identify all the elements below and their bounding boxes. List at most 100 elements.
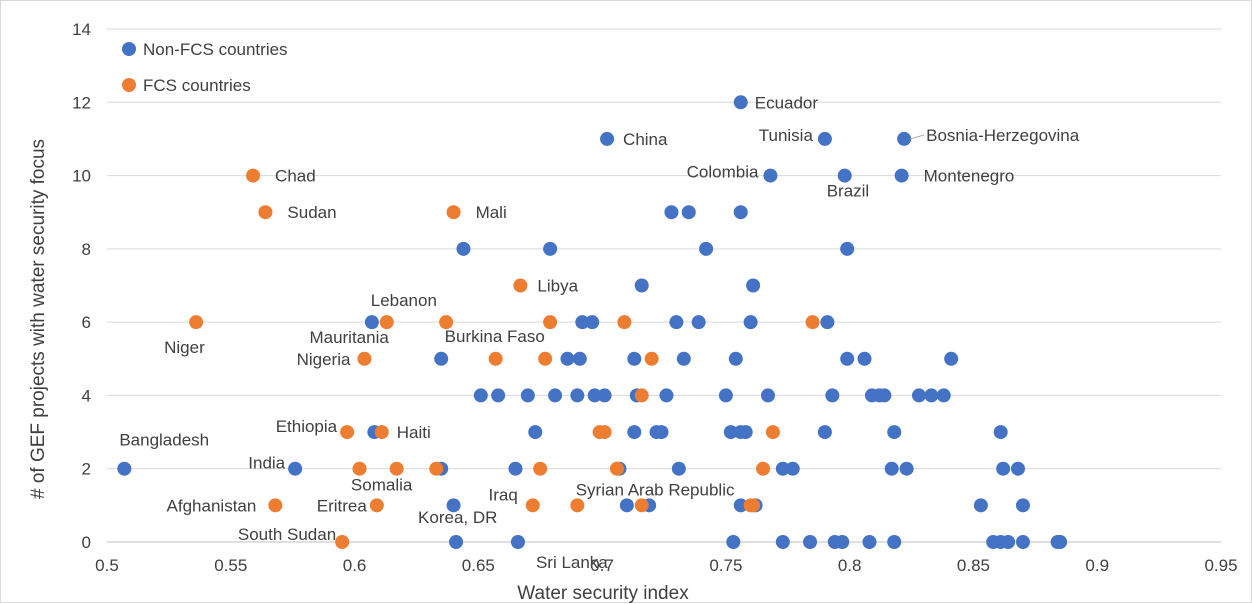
data-point bbox=[699, 241, 714, 256]
data-point bbox=[627, 351, 642, 366]
point-label: Eritrea bbox=[317, 496, 368, 515]
data-point bbox=[246, 168, 261, 183]
legend-label-fcs: FCS countries bbox=[143, 76, 251, 95]
data-point bbox=[364, 315, 379, 330]
x-tick-label: 0.55 bbox=[214, 556, 247, 575]
data-point bbox=[803, 535, 818, 549]
point-labels: Ecuador China Tunisia Bosnia-Herzegovina Cha… bbox=[119, 93, 1079, 572]
data-point bbox=[117, 461, 132, 476]
data-point bbox=[488, 351, 503, 366]
x-axis-title: Water security index bbox=[517, 583, 689, 604]
point-label: Syrian Arab Republic bbox=[576, 480, 735, 499]
data-point bbox=[659, 388, 674, 403]
point-label: Ecuador bbox=[755, 93, 819, 112]
y-axis-title: # of GEF projects with water security fo… bbox=[28, 139, 49, 499]
data-point bbox=[681, 205, 696, 220]
x-tick-label: 0.9 bbox=[1085, 556, 1109, 575]
data-point bbox=[785, 461, 800, 476]
point-label: Brazil bbox=[827, 182, 870, 201]
point-label: Tunisia bbox=[759, 126, 814, 145]
data-point bbox=[585, 315, 600, 330]
data-point bbox=[1053, 535, 1068, 549]
data-point bbox=[897, 131, 912, 146]
point-label: Mauritania bbox=[309, 328, 389, 347]
legend-marker-non-fcs bbox=[122, 42, 136, 56]
point-label: Sri Lanka bbox=[536, 553, 608, 572]
data-point bbox=[429, 461, 444, 476]
x-tick-label: 0.95 bbox=[1204, 556, 1237, 575]
data-point bbox=[763, 168, 778, 183]
y-tick-label: 14 bbox=[72, 20, 91, 39]
data-point bbox=[669, 315, 684, 330]
data-point bbox=[1015, 498, 1030, 513]
data-point bbox=[765, 425, 780, 440]
data-point bbox=[746, 498, 761, 513]
data-point bbox=[587, 388, 602, 403]
data-point bbox=[944, 351, 959, 366]
legend-label-non-fcs: Non-FCS countries bbox=[143, 40, 288, 59]
point-label: Libya bbox=[537, 277, 578, 296]
data-point bbox=[973, 498, 988, 513]
data-point bbox=[513, 278, 528, 293]
data-point bbox=[609, 461, 624, 476]
data-points bbox=[117, 95, 1068, 549]
x-tick-label: 0.65 bbox=[462, 556, 495, 575]
point-label: Burkina Faso bbox=[445, 327, 545, 346]
x-tick-label: 0.75 bbox=[709, 556, 742, 575]
data-point bbox=[634, 278, 649, 293]
data-point bbox=[357, 351, 372, 366]
data-point bbox=[805, 315, 820, 330]
y-tick-label: 4 bbox=[82, 386, 91, 405]
point-label: Korea, DR bbox=[418, 508, 497, 527]
point-label: Chad bbox=[275, 167, 316, 186]
data-point bbox=[525, 498, 540, 513]
point-label: Ethiopia bbox=[276, 417, 338, 436]
data-point bbox=[627, 425, 642, 440]
tick-labels: 0 2 4 6 8 10 12 14 0.5 0.55 0.6 0.65 0.7 0.75 0.8 0.85 0… bbox=[72, 20, 1237, 575]
data-point bbox=[936, 388, 951, 403]
point-label: South Sudan bbox=[238, 525, 336, 544]
data-point bbox=[575, 315, 590, 330]
data-point bbox=[570, 498, 585, 513]
data-point bbox=[268, 498, 283, 513]
data-point bbox=[1011, 461, 1026, 476]
data-point bbox=[644, 351, 659, 366]
data-point bbox=[899, 461, 914, 476]
point-label: India bbox=[248, 454, 285, 473]
gridlines bbox=[107, 28, 1221, 470]
data-point bbox=[528, 425, 543, 440]
data-point bbox=[288, 461, 303, 476]
data-point bbox=[446, 205, 461, 220]
data-point bbox=[743, 315, 758, 330]
data-point bbox=[887, 535, 902, 549]
point-label: Niger bbox=[164, 338, 205, 357]
data-point bbox=[335, 535, 350, 549]
data-point bbox=[520, 388, 535, 403]
point-label: Bosnia-Herzegovina bbox=[926, 126, 1080, 145]
data-point bbox=[597, 425, 612, 440]
data-point bbox=[756, 461, 771, 476]
data-point bbox=[456, 241, 471, 256]
data-point bbox=[691, 315, 706, 330]
x-tick-label: 0.5 bbox=[95, 556, 119, 575]
legend: Non-FCS countries FCS countries bbox=[122, 40, 288, 95]
data-point bbox=[733, 205, 748, 220]
data-point bbox=[733, 498, 748, 513]
data-point bbox=[835, 535, 850, 549]
data-point bbox=[676, 351, 691, 366]
data-point bbox=[570, 388, 585, 403]
y-tick-label: 6 bbox=[82, 313, 91, 332]
data-point bbox=[746, 278, 761, 293]
data-point bbox=[434, 351, 449, 366]
data-point bbox=[352, 461, 367, 476]
point-label: Colombia bbox=[687, 163, 759, 182]
x-tick-label: 0.8 bbox=[838, 556, 862, 575]
y-tick-label: 10 bbox=[72, 167, 91, 186]
data-point bbox=[837, 168, 852, 183]
data-point bbox=[817, 425, 832, 440]
series-fcs bbox=[189, 168, 820, 549]
x-tick-label: 0.7 bbox=[590, 556, 614, 575]
data-point bbox=[1001, 535, 1016, 549]
point-label: Lebanon bbox=[371, 291, 437, 310]
